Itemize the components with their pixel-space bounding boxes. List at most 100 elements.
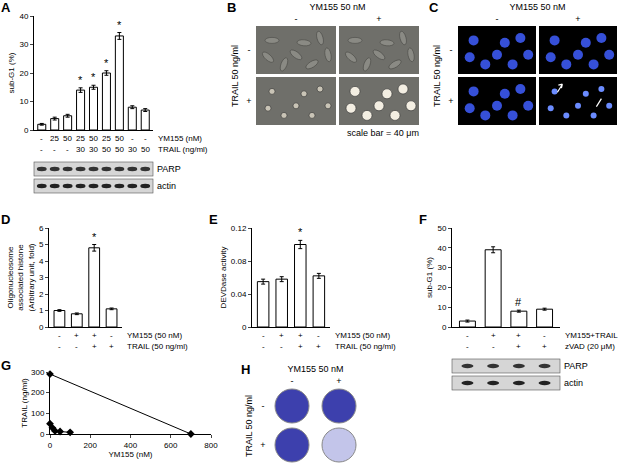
svg-text:600: 600 (164, 441, 178, 450)
html-text:A: A (1, 0, 11, 15)
svg-text:sub-G1 (%): sub-G1 (%) (7, 52, 16, 93)
svg-text:0.12: 0.12 (231, 224, 247, 233)
svg-text:-: - (492, 342, 495, 351)
svg-text:300: 300 (31, 368, 45, 377)
svg-text:4: 4 (39, 257, 44, 266)
svg-text:0.08: 0.08 (231, 257, 247, 266)
svg-text:10: 10 (437, 303, 446, 312)
svg-text:-: - (66, 145, 69, 154)
svg-text:+: + (316, 342, 321, 351)
svg-text:0.04: 0.04 (231, 290, 247, 299)
svg-text:+: + (92, 342, 97, 351)
svg-text:*: * (117, 19, 122, 31)
svg-text:200: 200 (31, 388, 45, 397)
svg-text:20: 20 (437, 283, 446, 292)
svg-text:50: 50 (102, 145, 111, 154)
svg-text:800: 800 (204, 441, 218, 450)
svg-text:+: + (74, 331, 79, 340)
svg-text:400: 400 (124, 441, 138, 450)
svg-text:-: - (58, 342, 61, 351)
svg-text:50: 50 (141, 145, 150, 154)
svg-text:30: 30 (76, 145, 85, 154)
svg-text:+: + (92, 331, 97, 340)
svg-text:30: 30 (437, 263, 446, 272)
svg-text:-: - (53, 145, 56, 154)
svg-text:100: 100 (31, 409, 45, 418)
svg-text:+: + (516, 331, 521, 340)
svg-text:YM155 (nM): YM155 (nM) (158, 134, 202, 143)
svg-text:-: - (75, 342, 78, 351)
svg-text:0: 0 (40, 430, 45, 439)
svg-text:-: - (466, 331, 469, 340)
svg-text:+: + (491, 331, 496, 340)
svg-text:0: 0 (242, 323, 247, 332)
svg-text:1: 1 (39, 306, 44, 315)
svg-text:5: 5 (39, 240, 44, 249)
svg-text:-: - (144, 134, 147, 143)
svg-text:-: - (262, 331, 265, 340)
svg-text:20: 20 (19, 69, 28, 78)
svg-text:PARP: PARP (157, 164, 181, 174)
svg-text:6: 6 (39, 224, 44, 233)
svg-text:2: 2 (39, 290, 44, 299)
svg-text:30: 30 (89, 145, 98, 154)
svg-text:50: 50 (63, 134, 72, 143)
svg-text:200: 200 (84, 441, 98, 450)
svg-text:50: 50 (115, 145, 124, 154)
svg-text:-: - (317, 331, 320, 340)
svg-text:0: 0 (24, 126, 29, 135)
svg-text:YM155+TRAIL: YM155+TRAIL (565, 331, 618, 340)
svg-text:+: + (279, 331, 284, 340)
svg-text:0: 0 (39, 323, 44, 332)
svg-text:10: 10 (19, 97, 28, 106)
svg-text:#: # (515, 296, 522, 308)
svg-text:3: 3 (39, 273, 44, 282)
svg-text:TRAIL (50 ng/ml): TRAIL (50 ng/ml) (335, 342, 396, 351)
svg-text:25: 25 (102, 134, 111, 143)
svg-text:TRAIL (50 ng/ml): TRAIL (50 ng/ml) (127, 342, 188, 351)
svg-text:-: - (466, 342, 469, 351)
svg-text:40: 40 (437, 244, 446, 253)
svg-text:-: - (280, 342, 283, 351)
svg-text:-: - (131, 134, 134, 143)
svg-text:+: + (516, 342, 521, 351)
svg-text:*: * (298, 226, 303, 238)
svg-text:25: 25 (50, 134, 59, 143)
svg-text:+: + (542, 342, 547, 351)
svg-text:50: 50 (89, 134, 98, 143)
svg-text:PARP: PARP (564, 361, 588, 371)
svg-text:30: 30 (128, 145, 137, 154)
svg-text:TRAIL (ng/ml): TRAIL (ng/ml) (20, 378, 29, 428)
svg-text:40: 40 (19, 12, 28, 21)
svg-text:actin: actin (564, 378, 583, 388)
svg-text:YM155 (50 nM): YM155 (50 nM) (335, 331, 390, 340)
svg-text:*: * (91, 71, 96, 83)
html-text:G: G (1, 358, 12, 373)
svg-text:-: - (110, 331, 113, 340)
svg-text:50: 50 (437, 224, 446, 233)
svg-text:-: - (58, 331, 61, 340)
svg-text:+: + (109, 342, 114, 351)
svg-text:YM155 (50 nM): YM155 (50 nM) (127, 331, 182, 340)
svg-text:-: - (543, 331, 546, 340)
svg-text:zVAD (20 μM): zVAD (20 μM) (565, 342, 615, 351)
svg-text:*: * (104, 57, 109, 69)
svg-text:-: - (40, 145, 43, 154)
svg-text:DEVDase activity: DEVDase activity (219, 247, 228, 309)
svg-text:+: + (298, 331, 303, 340)
svg-text:*: * (92, 231, 97, 243)
svg-text:-: - (40, 134, 43, 143)
svg-text:sub-G1 (%): sub-G1 (%) (425, 257, 434, 298)
svg-text:YM155 (nM): YM155 (nM) (108, 450, 152, 459)
svg-text:TRAIL (ng/ml): TRAIL (ng/ml) (158, 145, 208, 154)
svg-text:*: * (78, 74, 83, 86)
svg-text:Oligonucleosomeassociated hist: Oligonucleosomeassociated histone(Arbitr… (6, 243, 36, 311)
svg-text:+: + (298, 342, 303, 351)
svg-text:50: 50 (115, 134, 124, 143)
svg-text:-: - (262, 342, 265, 351)
svg-text:30: 30 (19, 40, 28, 49)
svg-text:actin: actin (157, 181, 176, 191)
svg-text:0: 0 (442, 323, 447, 332)
svg-text:25: 25 (76, 134, 85, 143)
svg-text:0: 0 (48, 441, 53, 450)
